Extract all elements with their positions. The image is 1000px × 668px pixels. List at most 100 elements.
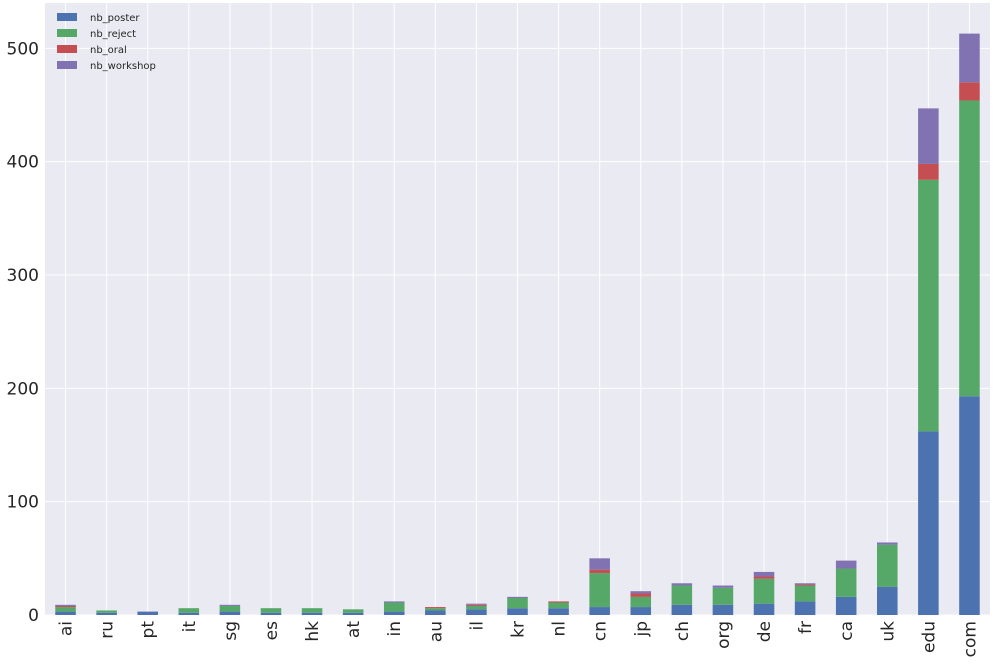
x-tick-label: ch [673, 621, 693, 641]
bar-segment [507, 596, 528, 598]
bar-segment [877, 544, 898, 587]
bar-segment [55, 607, 76, 612]
y-tick-label: 100 [7, 493, 39, 513]
bar-segment [425, 610, 446, 615]
bar-segment [383, 602, 405, 612]
bar-segment [918, 179, 939, 432]
bar-segment [753, 576, 775, 579]
bar-segment [219, 611, 241, 615]
legend-swatch [57, 61, 77, 69]
bar-segment [959, 82, 980, 101]
x-tick-label: au [426, 621, 446, 642]
bar-segment [712, 604, 734, 615]
legend-swatch [57, 29, 77, 37]
bar-segment [671, 583, 693, 586]
bar-segment [589, 573, 610, 608]
x-tick-label: at [344, 621, 364, 638]
bar-segment [425, 608, 446, 611]
x-tick-label: pt [139, 621, 159, 639]
bar-segment [219, 604, 241, 606]
bar-segment [383, 601, 405, 603]
bar-segment [959, 396, 980, 615]
bar-segment [630, 591, 652, 594]
bar-segment [55, 605, 76, 608]
bar-segment [835, 568, 857, 597]
legend-swatch [57, 13, 77, 21]
x-tick-label: il [467, 621, 487, 630]
bar-segment [548, 602, 569, 609]
bar-segment [630, 596, 652, 608]
bar-segment [959, 100, 980, 397]
bar-segment [342, 612, 364, 615]
bar-segment [589, 569, 610, 574]
bar-segment [96, 610, 117, 613]
bar-segment [55, 611, 76, 615]
legend-label: nb_poster [90, 13, 140, 24]
y-tick-label: 400 [7, 153, 39, 173]
x-tick-label: fr [796, 621, 816, 634]
bar-segment [794, 585, 816, 602]
bar-segment [671, 585, 693, 605]
bar-segment [507, 608, 528, 615]
bar-segment [877, 542, 898, 545]
bar-segment [466, 603, 487, 605]
x-tick-label: it [180, 621, 200, 633]
y-tick-label: 0 [28, 606, 39, 626]
x-tick-label: nl [550, 621, 570, 637]
x-tick-label: jp [632, 621, 652, 638]
bar-segment [753, 571, 775, 577]
bar-segment [219, 605, 241, 612]
bar-segment [835, 596, 857, 615]
x-tick-label: kr [509, 621, 529, 638]
bar-segment [383, 611, 405, 615]
x-tick-label: in [385, 621, 405, 637]
bar-segment [178, 608, 200, 613]
bar-segment [589, 558, 610, 570]
bar-segment [589, 607, 610, 615]
bar-segment [918, 431, 939, 615]
bar-segment [918, 108, 939, 164]
x-tick-label: ru [98, 621, 118, 639]
y-tick-label: 200 [7, 379, 39, 399]
x-tick-label: uk [878, 621, 898, 642]
x-tick-label: com [960, 621, 980, 657]
x-tick-label: ca [837, 621, 857, 641]
bar-segment [260, 612, 282, 615]
bar-segment [794, 601, 816, 615]
bar-segment [835, 560, 857, 569]
y-tick-label: 500 [7, 39, 39, 59]
bar-segment [507, 598, 528, 609]
legend-label: nb_workshop [90, 61, 156, 72]
bar-segment [548, 608, 569, 615]
bar-segment [301, 608, 323, 613]
bar-segment [260, 608, 282, 613]
x-tick-label: hk [303, 621, 323, 642]
bar-segment [630, 607, 652, 615]
bar-segment [630, 593, 652, 597]
x-tick-label: ai [57, 621, 77, 636]
bar-segment [466, 604, 487, 606]
bar-segment [712, 587, 734, 605]
x-tick-label: sg [221, 621, 241, 641]
bar-segment [877, 586, 898, 615]
x-tick-label: cn [591, 621, 611, 641]
legend-label: nb_reject [90, 29, 136, 40]
x-tick-label: edu [919, 621, 939, 653]
bar-segment [753, 578, 775, 604]
bar-segment [301, 612, 323, 615]
bar-segment [794, 583, 816, 585]
bar-segment [959, 33, 980, 83]
bar-segment [794, 584, 816, 586]
bar-segment [712, 585, 734, 588]
bar-segment [178, 612, 200, 615]
bar-segment [96, 612, 117, 615]
bar-segment [466, 605, 487, 610]
bar-segment [425, 607, 446, 609]
bar-segment [137, 611, 158, 615]
bar-segment [753, 603, 775, 615]
x-tick-label: de [755, 621, 775, 642]
bar-segment [466, 609, 487, 615]
x-tick-label: es [262, 621, 282, 640]
bar-segment [548, 601, 569, 603]
